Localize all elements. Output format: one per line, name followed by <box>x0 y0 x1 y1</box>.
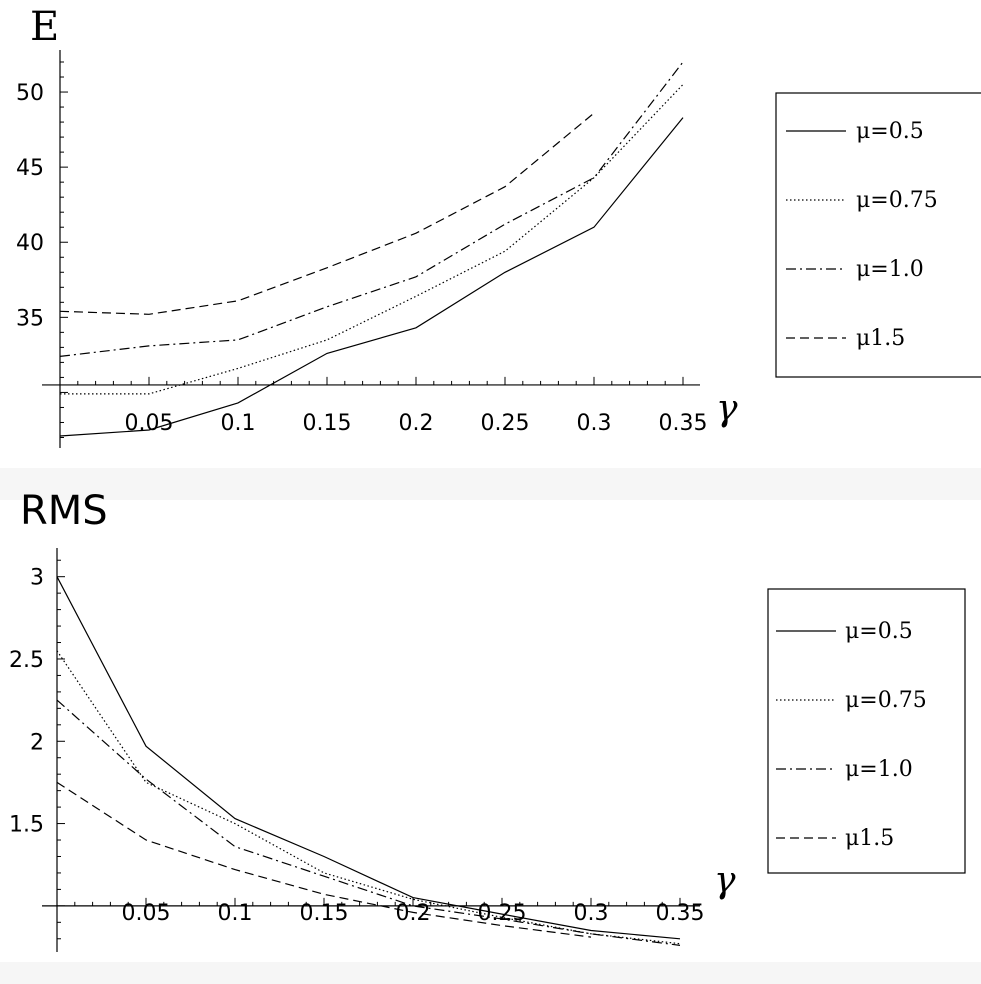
legend-label: μ1.5 <box>856 326 905 351</box>
y-tick-label: 1.5 <box>9 813 44 838</box>
legend-box <box>767 588 966 874</box>
legend-label: μ=1.0 <box>845 757 913 782</box>
x-tick-label: 0.35 <box>656 901 705 926</box>
x-tick-label: 0.2 <box>396 901 431 926</box>
legend-label: μ1.5 <box>845 826 894 851</box>
separator-band-bottom <box>0 962 981 984</box>
x-tick-label: 0.35 <box>659 411 708 436</box>
series-line-2 <box>60 84 684 395</box>
y-axis-title: RMS <box>20 488 108 534</box>
x-tick-label: 0.1 <box>221 411 256 436</box>
series-line-1 <box>59 117 684 437</box>
separator-band-top <box>0 468 981 500</box>
x-tick-label: 0.3 <box>574 901 609 926</box>
y-tick-label: 40 <box>16 231 44 256</box>
legend-box <box>775 92 981 378</box>
x-tick-label: 0.05 <box>125 411 174 436</box>
y-axis-title: E <box>30 4 59 50</box>
series-line-4 <box>56 781 592 938</box>
rms-chart: 1.522.530.05 0.1 0.15 0.2 0.25 0.3 0.35RMSγμ=0… <box>9 488 966 952</box>
legend-label: μ=1.0 <box>856 257 924 282</box>
energy-chart: 35 40 45 50 0.05 0.1 0.15 0.2 0.25 0.3 0.35 Eγ μ=0.5… <box>16 4 981 448</box>
x-tick-label: 0.05 <box>122 901 171 926</box>
y-tick-label: 3 <box>30 566 44 591</box>
series-line-3 <box>59 61 684 357</box>
y-tick-label: 45 <box>16 156 44 181</box>
legend-label: μ=0.5 <box>856 119 924 144</box>
series-line-3 <box>56 699 681 946</box>
x-tick-label: 0.3 <box>577 411 612 436</box>
x-tick-label: 0.1 <box>218 901 253 926</box>
x-tick-label: 0.15 <box>303 411 352 436</box>
legend-label: μ=0.75 <box>856 188 938 213</box>
series-line-4 <box>59 112 595 315</box>
series-line-1 <box>56 576 681 940</box>
y-tick-label: 2 <box>30 730 44 755</box>
series-line-2 <box>56 650 681 945</box>
legend-label: μ=0.5 <box>845 619 913 644</box>
y-tick-label: 2.5 <box>9 648 44 673</box>
x-tick-label: 0.25 <box>481 411 530 436</box>
x-tick-label: 0.15 <box>300 901 349 926</box>
x-axis-title: γ <box>714 860 736 901</box>
y-tick-label: 50 <box>16 81 44 106</box>
y-tick-label: 35 <box>16 306 44 331</box>
legend: μ=0.5 μ=0.75 μ=1.0 μ1.5 <box>767 588 966 874</box>
x-axis-title: γ <box>716 388 738 429</box>
legend: μ=0.5 μ=0.75 μ=1.0 μ1.5 <box>775 92 981 378</box>
legend-label: μ=0.75 <box>845 688 927 713</box>
x-tick-label: 0.2 <box>399 411 434 436</box>
